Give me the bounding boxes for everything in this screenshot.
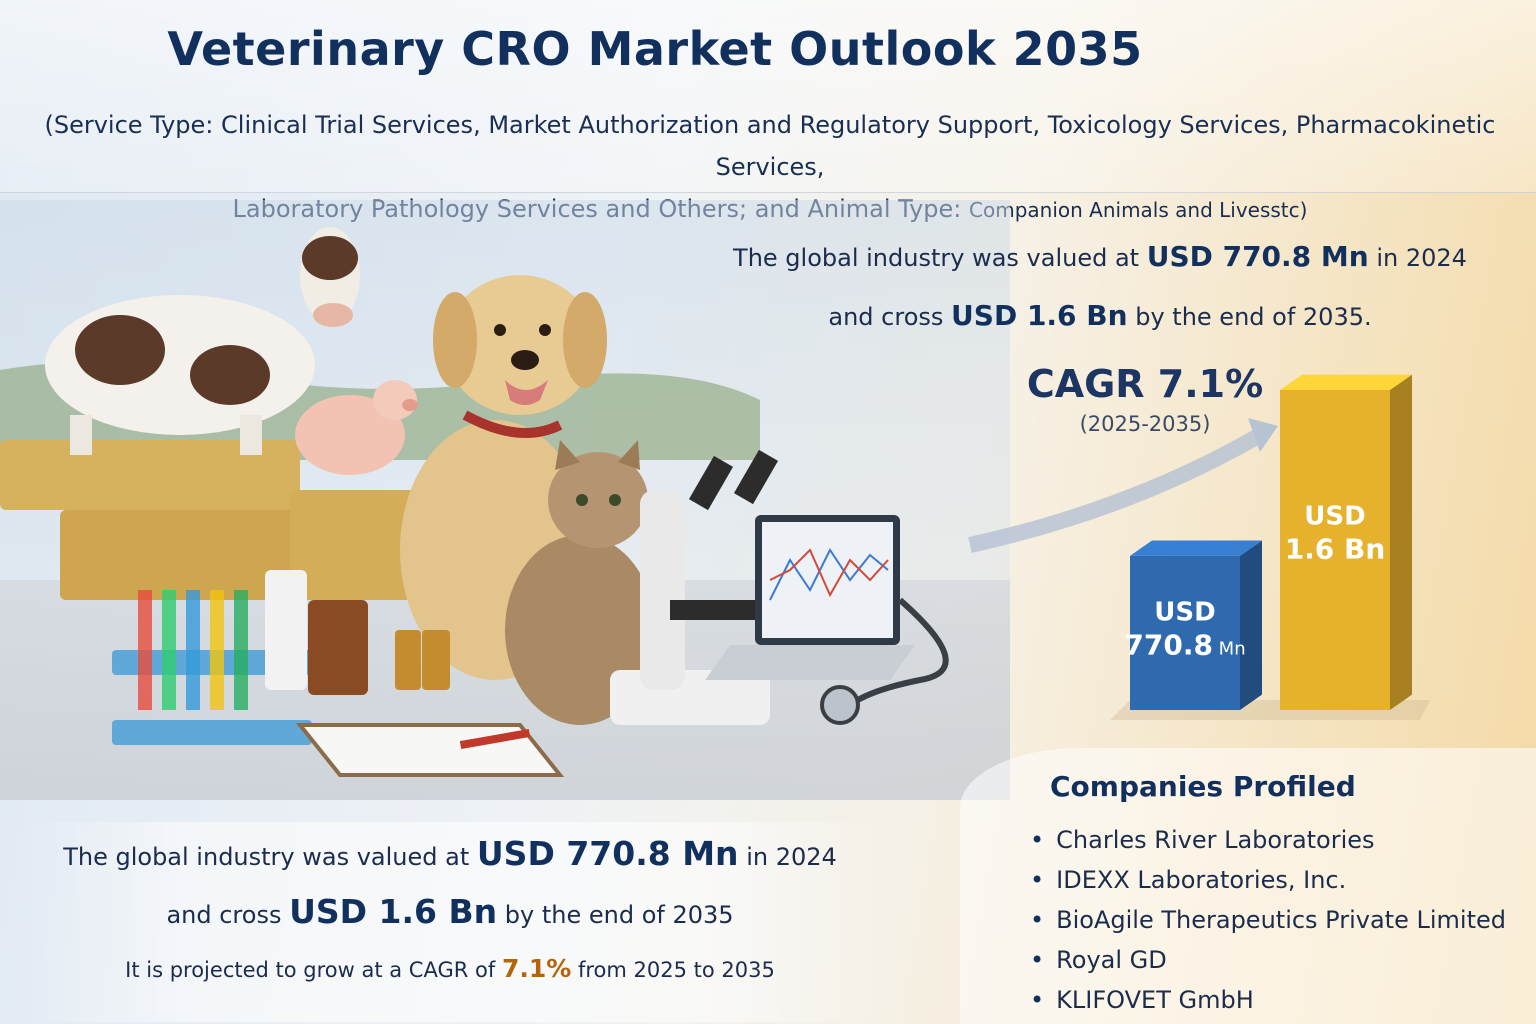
header-band [0,0,1536,193]
laptop-icon [705,515,915,680]
stethoscope-icon [820,597,949,725]
subtitle-line-2-small: Companion Animals and Livesstc) [969,198,1308,222]
cagr-period: (2025-2035) [1079,412,1211,436]
bar-label-line1: USD [1304,501,1365,531]
company-item: IDEXX Laboratories, Inc. [1030,860,1506,900]
bar-top-2024 [1130,540,1262,556]
company-item: BioAgile Therapeutics Private Limited [1030,900,1506,940]
bar-label-value: 1.6 Bn [1285,532,1386,565]
subtitle-line-1: (Service Type: Clinical Trial Services, … [44,111,1496,181]
stat-line-3-value: 7.1% [501,954,572,983]
veterinary-illustration [0,200,1010,800]
bar-top-2035 [1280,374,1412,390]
test-tube-rack-icon [112,590,312,745]
summary-top-line-2-prefix: and cross [828,303,944,331]
summary-top-line-1-prefix: The global industry was valued at [733,244,1140,272]
bar-label-unit: Mn [1213,639,1246,660]
companies-title: Companies Profiled [1050,770,1356,803]
stat-line-2-value: USD 1.6 Bn [289,892,498,931]
summary-top-line-1: The global industry was valued at USD 77… [720,228,1480,287]
microscope-icon [610,449,780,725]
pig-icon [295,380,418,475]
summary-top-line-1-value: USD 770.8 Mn [1146,240,1369,273]
summary-top: The global industry was valued at USD 77… [720,228,1480,346]
cagr-label: CAGR 7.1% [1026,362,1264,406]
summary-top-line-2-value: USD 1.6 Bn [951,299,1128,332]
summary-top-line-1-suffix: in 2024 [1376,244,1467,272]
stat-line-3: It is projected to grow at a CAGR of 7.1… [20,954,880,983]
stat-line-3-prefix: It is projected to grow at a CAGR of [125,958,496,982]
stat-line-1: The global industry was valued at USD 77… [20,834,880,873]
stat-line-2-prefix: and cross [166,901,282,929]
stat-line-2: and cross USD 1.6 Bn by the end of 2035 [20,892,880,931]
page-title: Veterinary CRO Market Outlook 2035 [167,22,1143,76]
stat-line-1-suffix: in 2024 [746,843,837,871]
growth-arrow [968,428,1264,553]
stat-line-3-suffix: from 2025 to 2035 [577,958,775,982]
bar-side-2024 [1240,540,1262,710]
growth-arrow-head [1248,418,1278,452]
bar-2024 [1130,555,1240,710]
clipboard-icon [295,723,565,777]
bar-label-line1: USD [1154,598,1215,628]
company-item: KLIFOVET GmbH [1030,980,1506,1020]
bar-side-2035 [1390,374,1412,710]
hay-bales-icon [0,440,430,600]
bar-2035 [1280,390,1390,710]
companies-panel: Companies Profiled Charles River Laborat… [960,748,1536,1024]
cow-icon [45,227,360,455]
stats-panel: The global industry was valued at USD 77… [20,822,880,1022]
company-item: Charles River Laboratories [1030,820,1506,860]
stat-line-1-value: USD 770.8 Mn [476,834,739,873]
company-item: Royal GD [1030,940,1506,980]
stat-line-1-prefix: The global industry was valued at [63,843,470,871]
company-list: Charles River Laboratories IDEXX Laborat… [1030,820,1506,1020]
summary-top-line-2: and cross USD 1.6 Bn by the end of 2035. [720,287,1480,346]
medicine-bottles-icon [265,570,450,695]
stat-line-2-suffix: by the end of 2035 [504,901,734,929]
summary-top-line-2-suffix: by the end of 2035. [1135,303,1372,331]
